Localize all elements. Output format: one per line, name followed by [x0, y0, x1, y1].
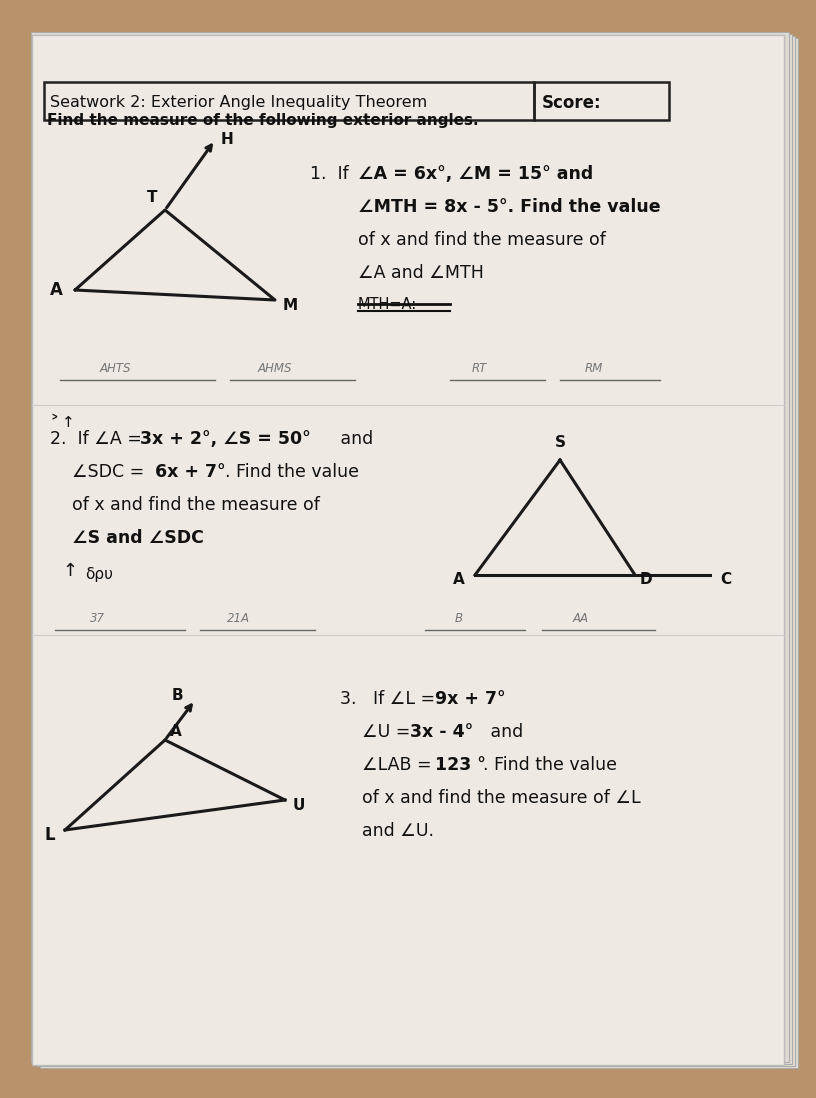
Text: 3x - 4°: 3x - 4° [410, 722, 473, 741]
Text: RT: RT [472, 362, 487, 376]
Text: . Find the value: . Find the value [225, 463, 359, 481]
Text: . Find the value: . Find the value [483, 757, 617, 774]
Text: AHMS: AHMS [258, 362, 292, 376]
Text: 9x + 7°: 9x + 7° [435, 690, 506, 708]
Text: and ∠U.: and ∠U. [362, 822, 434, 840]
Text: RM: RM [585, 362, 603, 376]
Text: ˃: ˃ [50, 415, 60, 434]
Text: A: A [453, 572, 465, 587]
Text: of x and find the measure of ∠L: of x and find the measure of ∠L [362, 789, 641, 807]
Text: ↑: ↑ [62, 415, 75, 430]
Text: ∠MTH = 8x - 5°. Find the value: ∠MTH = 8x - 5°. Find the value [358, 198, 661, 216]
Text: of x and find the measure of: of x and find the measure of [72, 496, 320, 514]
Text: MTH=A:: MTH=A: [358, 296, 417, 312]
Text: δρυ: δρυ [85, 567, 113, 582]
Text: of x and find the measure of: of x and find the measure of [358, 231, 605, 249]
Text: ∠A = 6x°, ∠M = 15° and: ∠A = 6x°, ∠M = 15° and [358, 165, 593, 183]
Text: C: C [720, 572, 731, 587]
Text: ∠S and ∠SDC: ∠S and ∠SDC [72, 529, 204, 547]
Text: L: L [44, 826, 55, 844]
Text: AHTS: AHTS [100, 362, 131, 376]
Text: U: U [293, 797, 305, 813]
Text: 3.   If ∠L =: 3. If ∠L = [340, 690, 441, 708]
Text: Find the measure of the following exterior angles.: Find the measure of the following exteri… [47, 113, 479, 128]
Text: T: T [147, 190, 157, 205]
Bar [44, 82, 534, 120]
Text: A: A [170, 725, 182, 739]
Text: ∠A and ∠MTH: ∠A and ∠MTH [358, 264, 484, 282]
Text: Seatwork 2: Exterior Angle Inequality Theorem: Seatwork 2: Exterior Angle Inequality Th… [50, 96, 428, 111]
Text: and: and [485, 722, 523, 741]
Text: B: B [171, 687, 183, 703]
Text: H: H [221, 133, 233, 147]
Text: 21A: 21A [227, 612, 250, 625]
Text: 3x + 2°, ∠S = 50°: 3x + 2°, ∠S = 50° [140, 430, 311, 448]
Text: M: M [283, 298, 298, 313]
Text: and: and [335, 430, 373, 448]
Text: ∠U =: ∠U = [362, 722, 416, 741]
Text: 2.  If ∠A =: 2. If ∠A = [50, 430, 148, 448]
Text: D: D [640, 572, 653, 587]
Text: 1.  If: 1. If [310, 165, 354, 183]
Text: ∠LAB =: ∠LAB = [362, 757, 437, 774]
Text: B: B [455, 612, 463, 625]
Text: 6x + 7°: 6x + 7° [155, 463, 226, 481]
Text: ∠SDC =: ∠SDC = [72, 463, 150, 481]
Text: S: S [555, 435, 565, 450]
Text: Score:: Score: [542, 94, 601, 112]
Text: A: A [50, 281, 63, 299]
Text: ↑: ↑ [62, 562, 78, 580]
Bar [534, 82, 669, 120]
Text: 37: 37 [90, 612, 105, 625]
Text: AA: AA [573, 612, 589, 625]
Text: 123 °: 123 ° [435, 757, 486, 774]
